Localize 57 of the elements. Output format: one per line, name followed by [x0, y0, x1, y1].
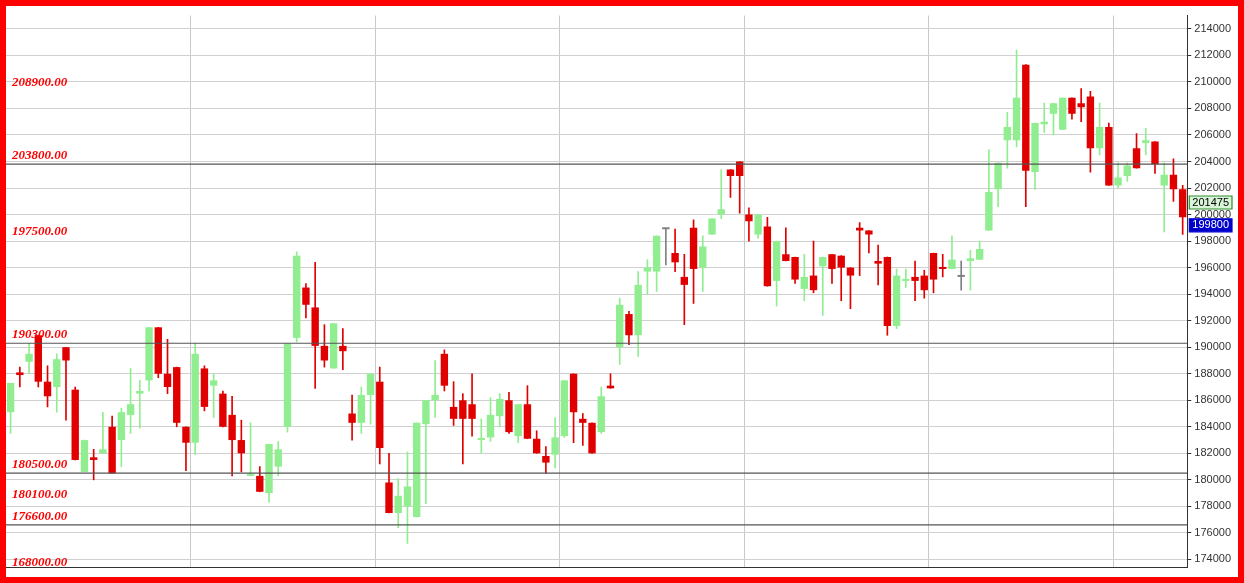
candlestick [348, 394, 356, 441]
candlestick [89, 449, 98, 481]
candlestick [431, 360, 439, 418]
y-tick-label: 190000 [1194, 340, 1232, 353]
candlestick [902, 268, 910, 288]
candlestick [911, 260, 919, 302]
candlestick [339, 328, 347, 371]
y-tick-label: 214000 [1194, 21, 1232, 34]
candlestick [957, 260, 965, 291]
y-tick-label: 198000 [1194, 234, 1232, 247]
y-tick-label: 188000 [1194, 366, 1232, 379]
y-tick-label: 174000 [1194, 552, 1232, 565]
y-tick-label: 180000 [1194, 472, 1232, 485]
candlestick [800, 254, 808, 302]
ref-line-label: 190300.00 [12, 326, 68, 342]
y-tick-label: 182000 [1194, 446, 1232, 459]
annotation: 208900.00 [11, 74, 68, 90]
y-tick-label: 184000 [1194, 419, 1232, 432]
candlestick [717, 169, 725, 219]
y-tick-label: 192000 [1194, 313, 1232, 326]
y-tick-label: 208000 [1194, 101, 1232, 114]
candlestick [16, 366, 24, 388]
text: 201475 [1192, 195, 1230, 208]
y-tick-label: 178000 [1194, 499, 1232, 512]
candlestick [1160, 162, 1168, 233]
candlestick [662, 227, 670, 266]
y-tick-label: 194000 [1194, 287, 1232, 300]
y-tick-label: 186000 [1194, 393, 1232, 406]
annotation: 180100.00 [12, 485, 68, 501]
candlestick [1142, 128, 1150, 156]
candlestick [579, 413, 587, 446]
y-tick-label: 202000 [1194, 181, 1232, 194]
text: 199800 [1192, 218, 1230, 231]
candlestick [939, 254, 947, 278]
annotation: 197500.00 [12, 222, 68, 238]
candlestick [819, 256, 827, 316]
candlestick [680, 254, 689, 325]
y-tick-label: 176000 [1194, 525, 1232, 538]
y-tick-label: 204000 [1194, 154, 1232, 167]
candlestick [99, 411, 107, 454]
candlestick [874, 244, 882, 286]
candlestick [422, 399, 430, 505]
candlestick [477, 418, 485, 454]
candlestick [136, 380, 144, 429]
y-tick-label: 206000 [1194, 128, 1232, 141]
y-tick-label: 196000 [1194, 260, 1232, 273]
y-tick-label: 210000 [1194, 74, 1232, 87]
ref-line-label: 176600.00 [12, 507, 68, 523]
annotation: 168000.00 [12, 554, 68, 570]
ref-line-label: 203800.00 [11, 147, 68, 163]
candlestick [745, 207, 753, 242]
candlestick [865, 230, 873, 254]
y-tick-label: 200000 [1194, 207, 1232, 220]
y-tick-label: 212000 [1194, 48, 1232, 61]
candlestick [62, 346, 70, 421]
ref-line-label: 180500.00 [12, 456, 68, 472]
candlestick [671, 228, 679, 272]
